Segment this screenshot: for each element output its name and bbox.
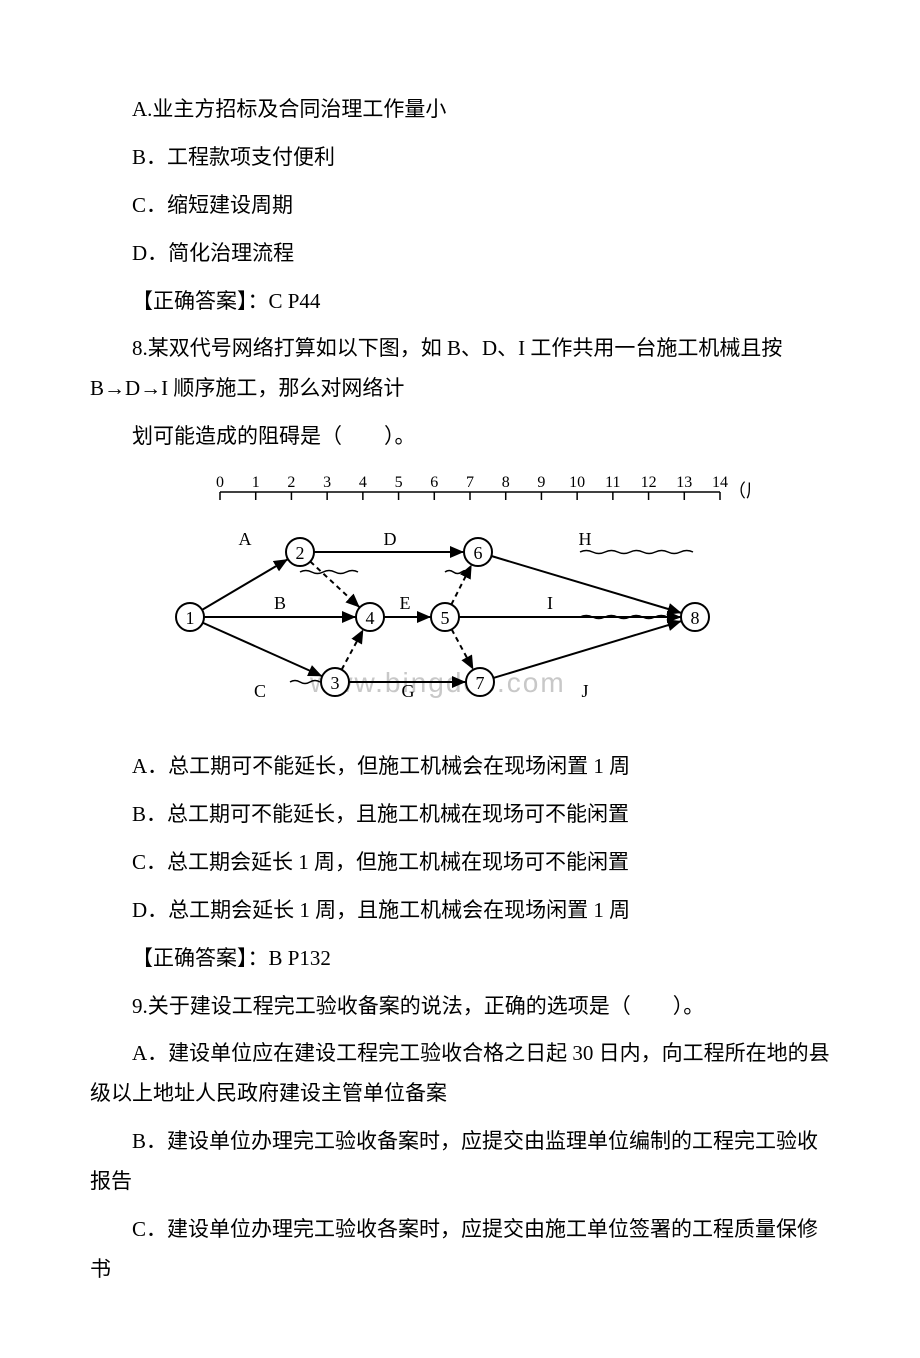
svg-text:4: 4: [366, 608, 375, 628]
q9-option-c: C．建设单位办理完工验收各案时，应提交由施工单位签署的工程质量保修书: [90, 1210, 830, 1290]
q8-stem-line2: 划可能造成的阻碍是（ ）。: [90, 417, 830, 457]
svg-text:4: 4: [359, 474, 367, 491]
svg-text:1: 1: [252, 474, 260, 491]
q8-option-d: D．总工期会延长 1 周，且施工机械会在现场闲置 1 周: [90, 891, 830, 931]
svg-text:7: 7: [476, 673, 485, 693]
svg-text:2: 2: [287, 474, 295, 491]
svg-text:11: 11: [605, 474, 620, 491]
svg-text:10: 10: [569, 474, 585, 491]
q8-option-a: A．总工期可不能延长，但施工机械会在现场闲置 1 周: [90, 747, 830, 787]
q7-option-b: B．工程款项支付便利: [90, 138, 830, 178]
q8-stem-line1: 8.某双代号网络打算如以下图，如 B、D、I 工作共用一台施工机械且按 B→D→…: [90, 329, 830, 409]
svg-text:H: H: [579, 529, 592, 549]
svg-text:A: A: [239, 529, 252, 549]
svg-text:0: 0: [216, 474, 224, 491]
svg-text:I: I: [547, 593, 553, 613]
svg-text:12: 12: [641, 474, 657, 491]
svg-text:D: D: [384, 529, 397, 549]
q8-answer: 【正确答案】：B P132: [90, 939, 830, 979]
network-diagram: 01234567891011121314（周）www.bingdoc.comAB…: [150, 467, 830, 727]
svg-text:3: 3: [331, 673, 340, 693]
svg-text:14: 14: [712, 474, 728, 491]
svg-text:J: J: [581, 681, 588, 701]
svg-text:B: B: [274, 593, 286, 613]
svg-text:E: E: [400, 593, 411, 613]
q7-option-d: D．简化治理流程: [90, 234, 830, 274]
q8-option-b: B．总工期可不能延长，且施工机械在现场可不能闲置: [90, 795, 830, 835]
q8-option-c: C．总工期会延长 1 周，但施工机械在现场可不能闲置: [90, 843, 830, 883]
q7-option-a: A.业主方招标及合同治理工作量小: [90, 90, 830, 130]
svg-text:G: G: [402, 681, 415, 701]
svg-text:8: 8: [691, 608, 700, 628]
svg-text:6: 6: [430, 474, 438, 491]
svg-text:C: C: [254, 681, 266, 701]
svg-text:13: 13: [676, 474, 692, 491]
svg-text:7: 7: [466, 474, 474, 491]
q7-answer: 【正确答案】：C P44: [90, 282, 830, 322]
q9-option-b: B．建设单位办理完工验收备案时，应提交由监理单位编制的工程完工验收报告: [90, 1122, 830, 1202]
svg-text:3: 3: [323, 474, 331, 491]
svg-text:（周）: （周）: [728, 481, 750, 501]
q9-option-a: A．建设单位应在建设工程完工验收合格之日起 30 日内，向工程所在地的县级以上地…: [90, 1034, 830, 1114]
svg-text:1: 1: [186, 608, 195, 628]
q7-option-c: C．缩短建设周期: [90, 186, 830, 226]
svg-text:5: 5: [441, 608, 450, 628]
svg-text:8: 8: [502, 474, 510, 491]
svg-text:5: 5: [395, 474, 403, 491]
q9-stem: 9.关于建设工程完工验收备案的说法，正确的选项是（ ）。: [90, 987, 830, 1027]
svg-text:9: 9: [537, 474, 545, 491]
document-page: A.业主方招标及合同治理工作量小 B．工程款项支付便利 C．缩短建设周期 D．简…: [0, 0, 920, 1358]
svg-text:2: 2: [296, 543, 305, 563]
svg-text:6: 6: [474, 543, 483, 563]
